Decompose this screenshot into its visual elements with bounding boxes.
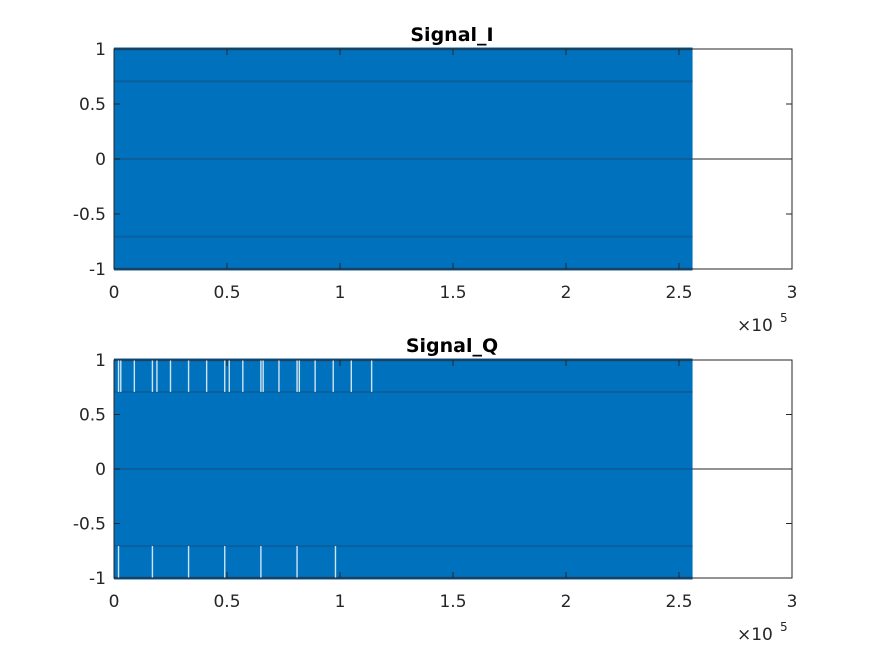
- series-1: [114, 358, 693, 580]
- axes-2: 0 0.5 1 1.5 2 2.5 3 -1 -0.5 0 0.5 1 Signal_Q ×10 5: [73, 335, 798, 645]
- x-tick-label: 1.5: [439, 592, 466, 612]
- chart-title: Signal_I: [410, 24, 493, 46]
- x-exponent-label: ×10: [737, 625, 773, 645]
- series-1: [114, 47, 693, 271]
- x-exponent-label: ×10: [737, 316, 773, 336]
- x-tick-label: 3: [787, 283, 798, 303]
- x-tick-label: 2: [561, 592, 572, 612]
- x-tick-label: 0.5: [213, 283, 240, 303]
- x-tick-label: 1.5: [439, 283, 466, 303]
- y-tick-label: 0: [95, 460, 106, 480]
- x-tick-label: 0: [109, 592, 120, 612]
- axes-1: 0 0.5 1 1.5 2 2.5 3 -1 -0.5 0 0.5 1 Signal_I ×10 5: [73, 24, 798, 336]
- x-exponent: 5: [780, 311, 788, 325]
- y-tick-label: 0.5: [79, 95, 106, 115]
- x-tick-label: 1: [335, 592, 346, 612]
- x-tick-label: 2.5: [665, 592, 692, 612]
- y-tick-label: 0.5: [79, 406, 106, 426]
- y-tick-label: 1: [95, 40, 106, 60]
- chart-title: Signal_Q: [406, 335, 498, 357]
- y-tick-label: 0: [95, 150, 106, 170]
- y-tick-label: -0.5: [73, 515, 106, 535]
- y-tick-label: -0.5: [73, 205, 106, 225]
- x-tick-label: 3: [787, 592, 798, 612]
- x-tick-label: 2: [561, 283, 572, 303]
- x-tick-label: 0: [109, 283, 120, 303]
- x-tick-label: 1: [335, 283, 346, 303]
- x-exponent: 5: [780, 620, 788, 634]
- x-tick-label: 0.5: [213, 592, 240, 612]
- y-tick-label: 1: [95, 351, 106, 371]
- x-tick-label: 2.5: [665, 283, 692, 303]
- y-tick-label: -1: [89, 569, 106, 589]
- y-tick-label: -1: [89, 260, 106, 280]
